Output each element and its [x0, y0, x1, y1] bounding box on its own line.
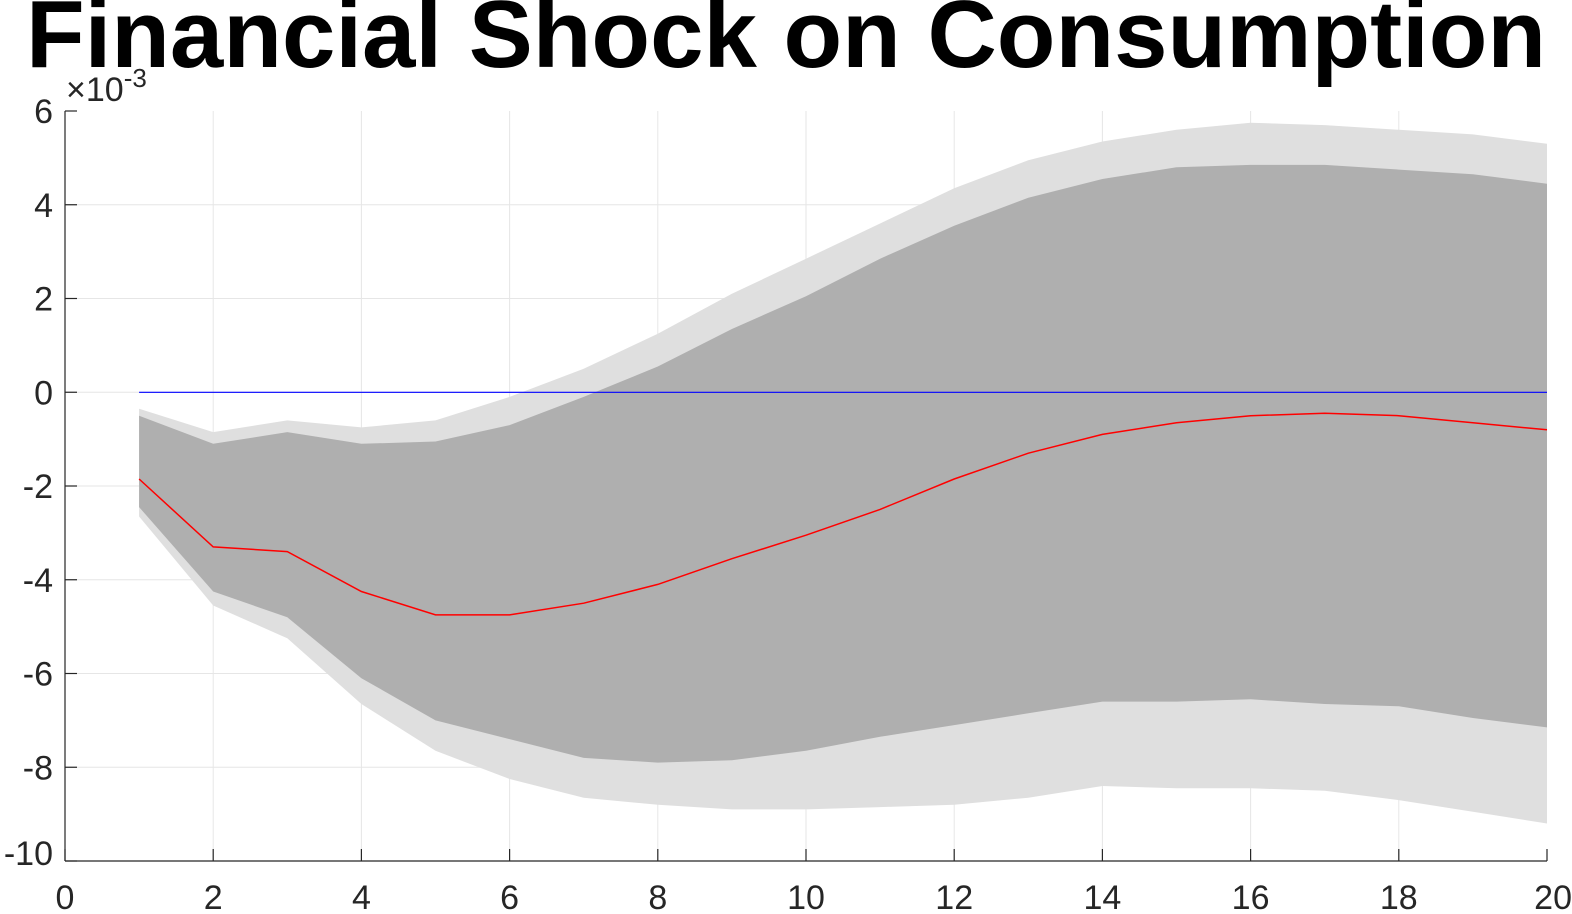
x-tick-label: 2 [204, 879, 223, 914]
x-tick-label: 20 [1534, 879, 1572, 914]
axes: 0 2 4 6 8 10 12 14 16 18 20 -10 -8 -6 -4 -2 0 2 4 6 [4, 93, 1572, 914]
median-response-line [138, 412, 1548, 616]
x-tick-label: 12 [935, 879, 973, 914]
y-axis-exponent-label: ×10-3 [66, 63, 147, 109]
y-tick-label: 2 [34, 281, 53, 319]
confidence-bands [139, 122, 1548, 824]
y-exponent-power: -3 [124, 63, 147, 93]
y-tick-label: 0 [34, 374, 53, 412]
y-tick-label: -6 [23, 656, 53, 694]
y-tick-label: 6 [34, 93, 53, 131]
y-tick-label: -10 [4, 835, 53, 873]
y-tick-label: -2 [23, 468, 53, 506]
x-tick-label: 0 [56, 879, 75, 914]
x-tick-label: 4 [352, 879, 371, 914]
x-tick-label: 14 [1083, 879, 1121, 914]
chart-title: Financial Shock on Consumption [25, 0, 1547, 88]
inner-confidence-band [139, 164, 1548, 763]
x-tick-label: 16 [1232, 879, 1270, 914]
y-tick-label: 4 [34, 187, 53, 225]
y-tick-label: -4 [23, 562, 53, 600]
y-tick-label: -8 [23, 749, 53, 787]
x-tick-label: 10 [787, 879, 825, 914]
x-tick-label: 8 [648, 879, 667, 914]
series-lines [138, 391, 1548, 616]
y-exponent-base: ×10 [66, 71, 124, 109]
x-tick-label: 18 [1380, 879, 1418, 914]
x-tick-label: 6 [500, 879, 519, 914]
